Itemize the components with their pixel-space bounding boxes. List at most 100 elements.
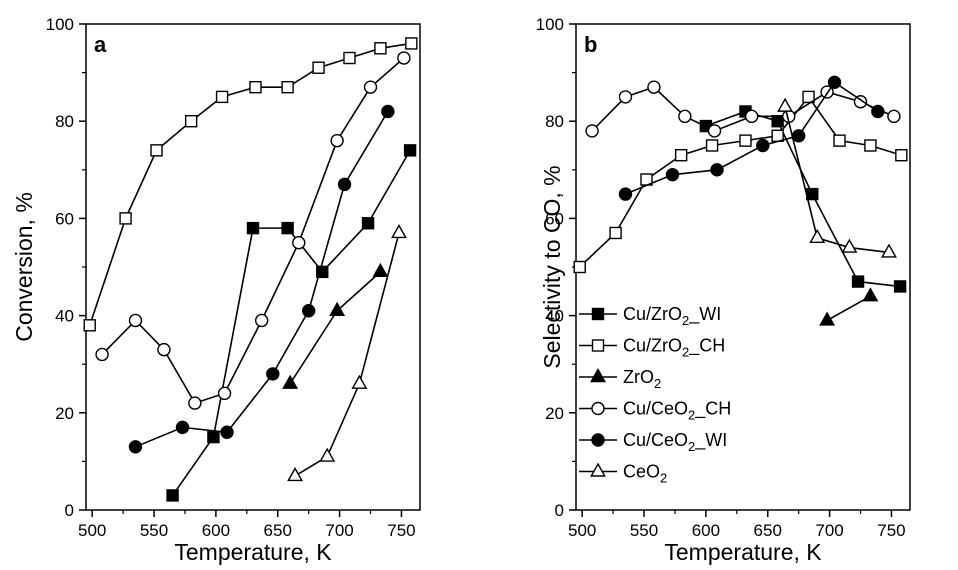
data-point: [329, 301, 346, 316]
data-point: [744, 109, 759, 124]
data-point: [397, 51, 411, 65]
x-tick-label: 550: [140, 521, 168, 540]
data-point: [246, 221, 260, 235]
legend-marker: [591, 307, 605, 321]
data-point: [710, 163, 724, 177]
plot-frame: [85, 23, 421, 511]
data-point: [316, 265, 329, 279]
x-tick-label: 650: [264, 521, 292, 540]
data-point: [363, 80, 378, 94]
series-line: [705, 110, 901, 288]
data-point: [150, 144, 163, 157]
data-point: [573, 260, 586, 274]
panel-b: 500 550 600 650 700 750 0 20 40 60 80 100 Temperatur…: [536, 15, 911, 565]
y-tick-label: 20: [545, 404, 564, 423]
legend-marker: [590, 462, 606, 477]
data-point: [361, 217, 375, 230]
data-point: [330, 133, 344, 148]
legend-label: ZrO2: [623, 367, 661, 391]
data-point: [175, 420, 190, 435]
data-point: [215, 90, 229, 104]
data-point: [83, 319, 96, 332]
data-point: [841, 238, 858, 253]
data-point: [739, 134, 752, 147]
x-tick-label: 750: [387, 521, 415, 540]
y-tick-label: 60: [55, 209, 74, 228]
y-tick-label: 80: [55, 112, 74, 131]
series-line: [289, 271, 381, 385]
data-point: [381, 104, 395, 119]
x-tick-label: 600: [202, 521, 230, 540]
data-point: [391, 224, 407, 239]
data-point: [220, 425, 234, 439]
data-point: [119, 212, 132, 225]
data-point: [405, 37, 418, 50]
data-point: [618, 187, 633, 201]
data-point: [403, 144, 417, 157]
y-tick-label: 100: [46, 15, 74, 34]
y-tick-label: 0: [555, 501, 564, 520]
x-tick-label: 650: [754, 521, 782, 540]
data-point: [281, 80, 294, 94]
data-point: [337, 177, 352, 192]
data-point: [895, 149, 908, 162]
data-point: [254, 313, 269, 328]
data-point: [207, 430, 220, 444]
x-tick-label: 600: [692, 521, 720, 540]
series-cu-zro2-wi: [166, 144, 417, 502]
data-point: [802, 90, 815, 104]
legend-entry: Cu/CeO2_WI: [579, 430, 727, 454]
series-line: [591, 86, 895, 132]
x-tick-label: 500: [78, 521, 106, 540]
legend-label: Cu/ZrO2_CH: [623, 336, 725, 360]
series-cu-ceo2-wi: [618, 75, 885, 201]
data-point: [678, 109, 692, 124]
data-point: [343, 51, 356, 65]
data-point: [777, 97, 794, 112]
legend-marker: [591, 433, 605, 447]
data-point: [287, 467, 304, 482]
data-point: [166, 489, 179, 502]
data-point: [862, 287, 879, 302]
y-tick-label: 20: [55, 404, 74, 423]
data-point: [864, 139, 877, 152]
data-point: [833, 134, 846, 147]
legend-label: Cu/CeO2_CH: [623, 399, 731, 423]
y-tick-label: 40: [55, 307, 74, 326]
legend-entry: Cu/ZrO2_CH: [579, 336, 725, 360]
x-axis-title: Temperature, K: [174, 539, 332, 565]
data-point: [819, 311, 836, 326]
series-cu-zro2-ch: [83, 37, 418, 332]
series-ceo2: [287, 224, 407, 482]
data-point: [184, 114, 198, 128]
series-line: [171, 149, 411, 496]
legend-marker: [591, 401, 605, 416]
data-point: [881, 243, 897, 258]
y-tick-label: 100: [536, 15, 564, 34]
data-point: [95, 347, 109, 362]
legend-label: Cu/CeO2_WI: [623, 430, 727, 454]
data-point: [585, 124, 599, 138]
data-point: [851, 275, 865, 288]
x-tick-label: 750: [877, 521, 905, 540]
y-axis-title: Conversion, %: [11, 192, 37, 342]
y-tick-label: 60: [545, 209, 564, 228]
series-line: [579, 95, 902, 268]
legend-entry: CeO2: [579, 462, 667, 486]
data-point: [771, 114, 784, 128]
panel-letter: a: [94, 32, 107, 57]
y-tick-label: 80: [545, 112, 564, 131]
x-tick-label: 550: [630, 521, 658, 540]
series-line: [135, 111, 389, 448]
legend-entry: Cu/ZrO2_WI: [579, 304, 721, 328]
data-point: [282, 374, 299, 389]
data-point: [609, 226, 622, 240]
y-tick-label: 40: [545, 307, 564, 326]
data-point: [281, 221, 294, 235]
data-point: [374, 42, 387, 55]
series-line: [784, 106, 890, 254]
legend-label: Cu/ZrO2_WI: [623, 304, 721, 328]
series-cu-ceo2-ch: [95, 51, 411, 410]
y-tick-label: 0: [65, 501, 74, 520]
